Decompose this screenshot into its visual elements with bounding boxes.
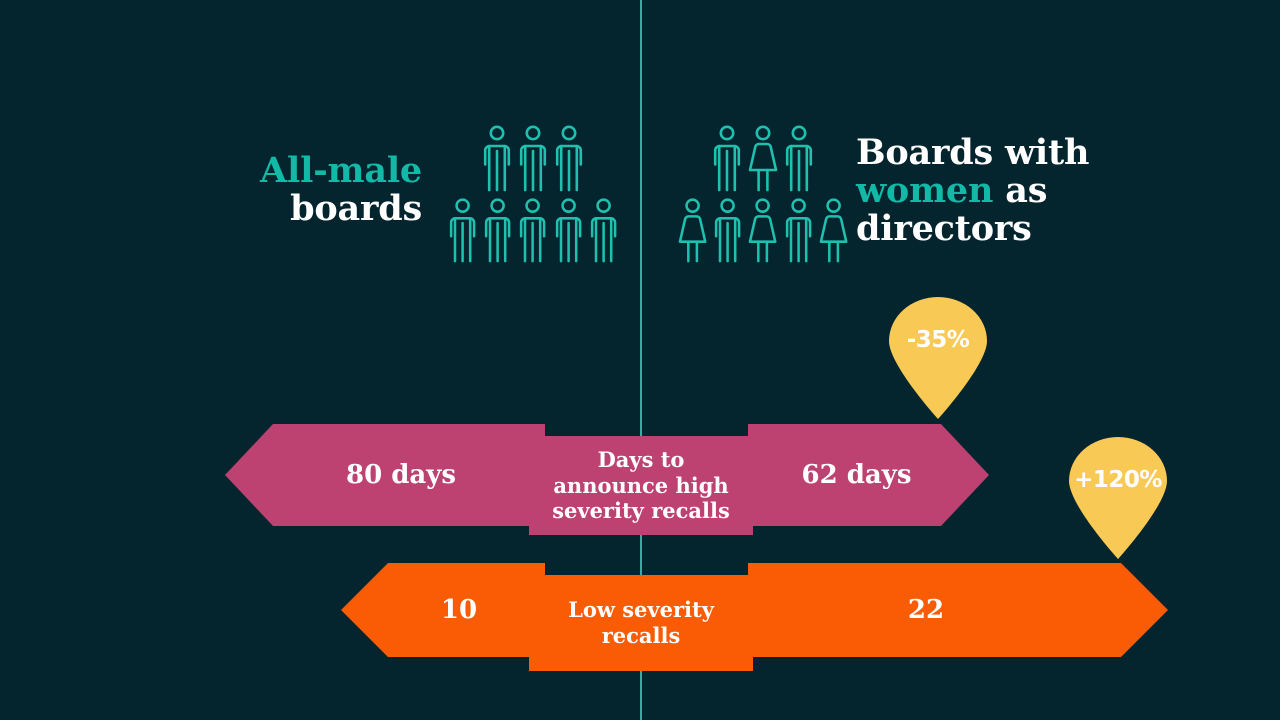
- male-figure-icon: [555, 125, 583, 192]
- right-heading-part3: as: [993, 169, 1048, 211]
- male-figure-icon: [785, 198, 811, 263]
- female-figure-icon: [819, 198, 848, 263]
- map-pin-icon: [889, 297, 987, 419]
- low-severity-right-value: 22: [907, 595, 945, 625]
- right-heading-part2: women: [856, 169, 994, 211]
- people-row: [678, 124, 848, 192]
- high-severity-right-bar: 62 days: [748, 424, 989, 526]
- male-figure-icon: [483, 125, 511, 192]
- low-severity-change-value: +120%: [1074, 467, 1162, 493]
- male-figure-icon: [485, 198, 511, 263]
- low-severity-change-pin: +120%: [1069, 437, 1167, 559]
- map-pin-icon: [1069, 437, 1167, 559]
- male-figure-icon: [519, 125, 547, 192]
- high-severity-change-value: -35%: [906, 327, 970, 353]
- male-figure-icon: [520, 198, 546, 263]
- mixed-board-people-group: [678, 124, 848, 264]
- male-figure-icon: [449, 198, 476, 263]
- female-figure-icon: [749, 198, 777, 263]
- center-divider: [640, 0, 642, 720]
- people-row: [678, 196, 848, 264]
- left-heading-line1: All-male: [260, 150, 422, 191]
- low-severity-category-label: Low severity recalls: [529, 575, 753, 671]
- all-male-board-people-group: [448, 124, 618, 264]
- low-severity-left-value: 10: [440, 595, 478, 625]
- high-severity-left-bar: 80 days: [225, 424, 545, 526]
- high-severity-category-label: Days to announce high severity recalls: [529, 436, 753, 535]
- left-heading-line2: boards: [290, 187, 422, 229]
- right-panel-heading: Boards with women as directors: [856, 134, 1276, 247]
- high-severity-change-pin: -35%: [889, 297, 987, 419]
- people-row: [448, 124, 618, 192]
- male-figure-icon: [555, 198, 581, 263]
- female-figure-icon: [678, 198, 707, 263]
- female-figure-icon: [748, 125, 778, 192]
- male-figure-icon: [785, 125, 813, 192]
- male-figure-icon: [590, 198, 617, 263]
- high-severity-right-value: 62 days: [801, 460, 912, 490]
- low-severity-left-bar: 10: [341, 563, 545, 657]
- male-figure-icon: [713, 125, 741, 192]
- low-severity-right-bar: 22: [748, 563, 1168, 657]
- left-panel-heading: All-male boards: [122, 152, 422, 228]
- high-severity-left-value: 80 days: [345, 460, 456, 490]
- male-figure-icon: [715, 198, 741, 263]
- people-row: [448, 196, 618, 264]
- right-heading-part1: Boards with: [856, 132, 1090, 173]
- right-heading-part4: directors: [856, 207, 1032, 249]
